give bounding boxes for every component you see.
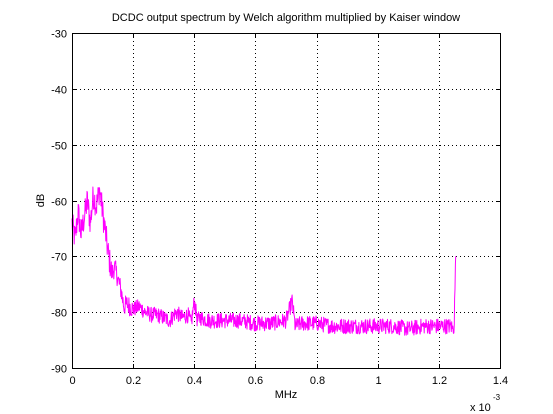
y-axis-label: dB bbox=[35, 194, 47, 207]
y-tick-label: -40 bbox=[51, 85, 67, 97]
series-line-0 bbox=[71, 186, 457, 336]
y-tick-label: -50 bbox=[51, 141, 67, 153]
x-tick-label: 1.4 bbox=[493, 375, 508, 387]
axis-ticks: 0 0.2 0.4 0.6 0.8 1 1.2 1.4 -90 -80 -70 -60 -50 -40 -3… bbox=[51, 29, 508, 388]
y-tick-label: -60 bbox=[51, 197, 67, 209]
x-tick-label: 0.4 bbox=[187, 375, 202, 387]
x-axis-multiplier: x 10 bbox=[470, 402, 491, 414]
x-tick-label: 1.2 bbox=[432, 375, 447, 387]
y-tick-label: -30 bbox=[51, 29, 67, 41]
grid-lines bbox=[72, 33, 500, 368]
x-axis-label: MHz bbox=[275, 389, 298, 401]
y-tick-label: -80 bbox=[51, 308, 67, 320]
x-axis-multiplier-exponent: -3 bbox=[493, 393, 501, 402]
x-tick-label: 0.6 bbox=[248, 375, 263, 387]
x-tick-label: 0 bbox=[69, 375, 75, 387]
x-tick-label: 1 bbox=[375, 375, 381, 387]
y-tick-label: -70 bbox=[51, 252, 67, 264]
data-layer bbox=[71, 186, 457, 336]
y-tick-label: -90 bbox=[51, 364, 67, 376]
x-tick-label: 0.8 bbox=[310, 375, 325, 387]
chart-title: DCDC output spectrum by Welch algorithm … bbox=[112, 12, 460, 24]
x-tick-label: 0.2 bbox=[126, 375, 141, 387]
